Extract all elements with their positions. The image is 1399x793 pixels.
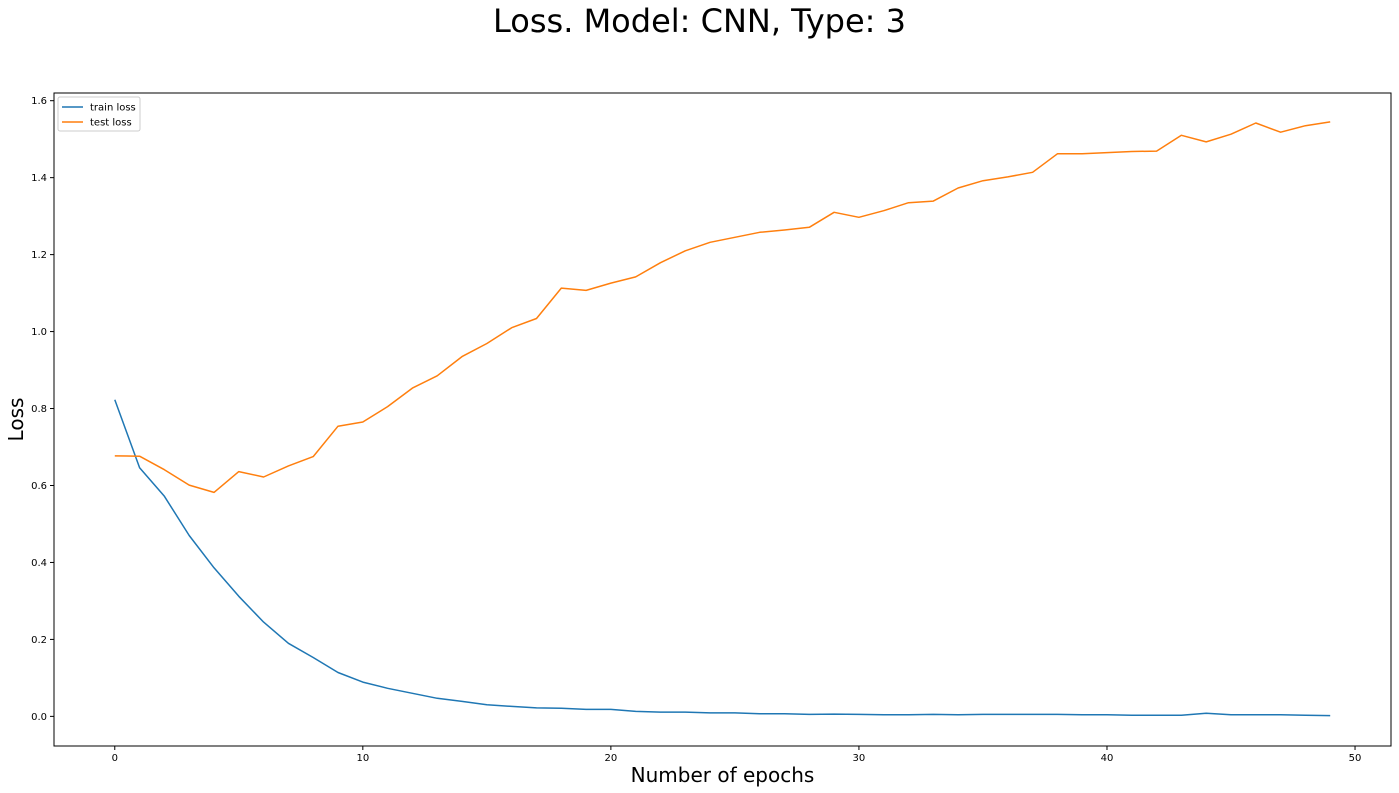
plot-frame: [53, 92, 1392, 747]
legend: train loss test loss: [57, 96, 141, 132]
y-tick-label: 0.2: [31, 635, 47, 646]
ticks-layer: 0 10 20 30 40 50 0.0 0.2 0.4 0.6 0.8 1.0 1.2 1.4 1.6: [31, 96, 1361, 764]
legend-label: train loss: [90, 103, 136, 114]
y-tick-label: 0.4: [31, 558, 47, 569]
x-tick-label: 20: [605, 753, 618, 764]
x-axis-label: Number of epochs: [631, 763, 815, 787]
y-tick-label: 0.6: [31, 481, 47, 492]
lines-layer: [114, 121, 1331, 717]
x-tick-label: 30: [853, 753, 866, 764]
series-line-test-loss: [114, 121, 1331, 494]
y-tick-label: 1.4: [31, 173, 47, 184]
x-tick-label: 10: [356, 753, 369, 764]
y-tick-label: 1.2: [31, 250, 47, 261]
x-tick-label: 40: [1101, 753, 1114, 764]
y-tick-label: 1.6: [31, 96, 47, 107]
y-tick-label: 0.0: [31, 712, 47, 723]
y-tick-label: 0.8: [31, 404, 47, 415]
x-tick-label: 0: [112, 753, 118, 764]
legend-label: test loss: [90, 118, 132, 129]
y-axis-label: Loss: [4, 398, 28, 442]
x-tick-label: 50: [1349, 753, 1362, 764]
y-tick-label: 1.0: [31, 327, 47, 338]
chart-title: Loss. Model: CNN, Type: 3: [493, 2, 906, 40]
series-line-train-loss: [114, 399, 1331, 717]
